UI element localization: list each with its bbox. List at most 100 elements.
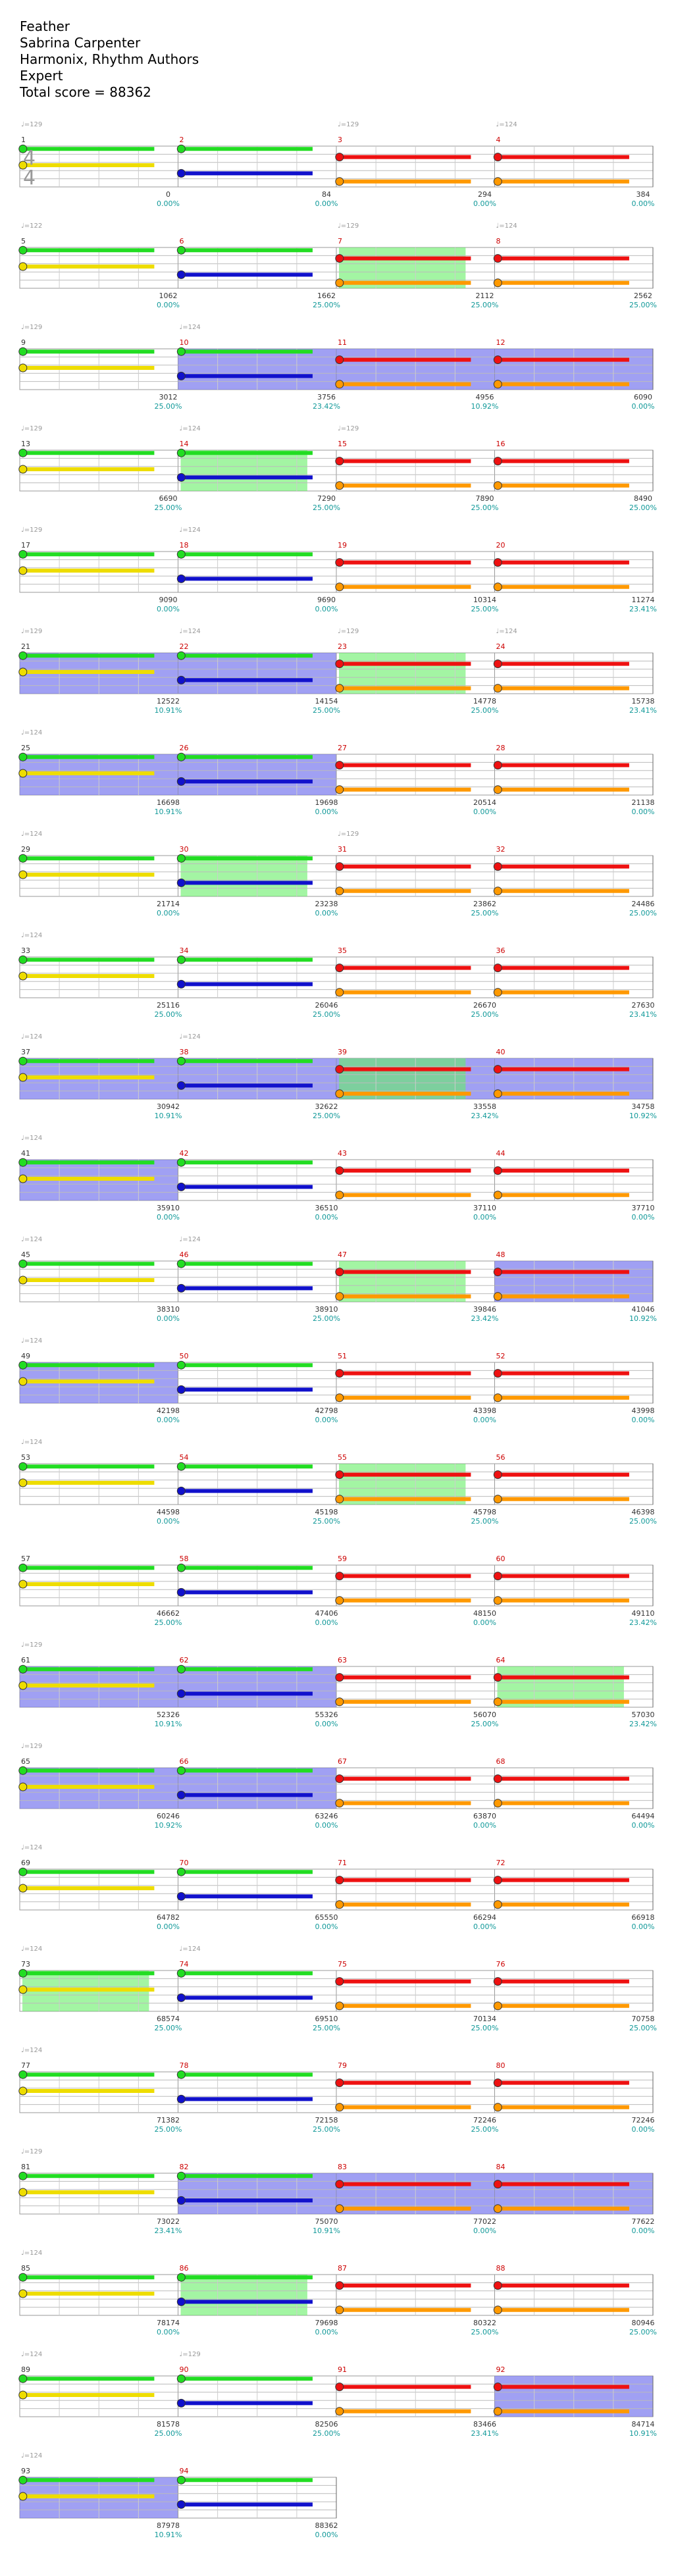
measure-number: 27 [338, 744, 347, 752]
measure-score: 32622 [315, 1102, 338, 1111]
note [335, 1774, 344, 1784]
note [335, 964, 344, 973]
note [18, 1782, 28, 1791]
note [335, 1495, 344, 1504]
note [335, 2103, 344, 2112]
note [493, 1166, 502, 1175]
tempo-marker: ♩=124 [21, 2250, 42, 2257]
measure-number: 43 [338, 1149, 347, 1158]
measure-score: 77622 [632, 2217, 655, 2226]
measure-score: 65550 [315, 1913, 338, 1922]
measure-number: 72 [496, 1859, 506, 1867]
measure-number: 90 [180, 2365, 189, 2374]
measure-score: 66918 [632, 1913, 655, 1922]
measure-percent: 0.00% [157, 1416, 180, 1424]
measure-percent: 25.00% [155, 503, 182, 512]
measure-number: 77 [21, 2061, 30, 2070]
measure-number: 64 [496, 1656, 506, 1664]
measure-score: 15738 [632, 697, 655, 706]
note [335, 2383, 344, 2392]
measure-percent: 0.00% [157, 1922, 180, 1931]
tempo-marker: ♩=129 [21, 121, 42, 128]
measure-score: 14154 [315, 697, 338, 706]
measure-score: 38910 [315, 1305, 338, 1314]
measure-score: 60246 [157, 1812, 180, 1820]
measure-percent: 0.00% [315, 1618, 338, 1627]
note [176, 2273, 186, 2282]
note [176, 1892, 186, 1901]
measure-percent: 0.00% [315, 1213, 338, 1222]
note [18, 1275, 28, 1285]
measure-percent: 0.00% [632, 2227, 655, 2235]
measure-percent: 23.42% [629, 1618, 657, 1627]
note [18, 245, 28, 255]
measure-number: 1 [21, 136, 26, 144]
note [493, 254, 502, 263]
measure-score: 1062 [159, 292, 178, 300]
tempo-marker: ♩=124 [21, 1033, 42, 1041]
measure-percent: 0.00% [157, 301, 180, 309]
measure-percent: 25.00% [471, 1517, 499, 1526]
note [493, 1292, 502, 1301]
measure-number: 74 [180, 1960, 189, 1969]
measure-percent: 25.00% [471, 605, 499, 613]
note [493, 457, 502, 466]
tempo-marker: ♩=129 [338, 628, 359, 635]
note [493, 1470, 502, 1480]
measure-number: 20 [496, 541, 506, 550]
tempo-marker: ♩=124 [180, 1236, 201, 1243]
note [335, 278, 344, 288]
measure-score: 27630 [632, 1001, 655, 1010]
measure-percent: 25.00% [629, 2328, 657, 2336]
measure-percent: 0.00% [315, 605, 338, 613]
note [493, 2103, 502, 2112]
note [335, 1166, 344, 1175]
measure-score: 79698 [315, 2319, 338, 2327]
measure-score: 6090 [634, 393, 652, 401]
note [176, 1867, 186, 1876]
tempo-marker: ♩=129 [21, 2148, 42, 2155]
note [18, 667, 28, 677]
note [335, 2407, 344, 2416]
time-signature-top: 4 [23, 147, 36, 170]
note [493, 355, 502, 365]
measure-number: 47 [338, 1250, 347, 1259]
measure-score: 84 [322, 190, 331, 199]
note [176, 1259, 186, 1268]
measure-number: 76 [496, 1960, 506, 1969]
measure-percent: 25.00% [471, 301, 499, 309]
measure-score: 384 [636, 190, 650, 199]
note [335, 1697, 344, 1707]
measure-score: 4956 [476, 393, 494, 401]
measure-percent: 0.00% [315, 909, 338, 917]
measure-number: 75 [338, 1960, 347, 1969]
measure-percent: 0.00% [157, 1213, 180, 1222]
measure-number: 40 [496, 1048, 506, 1056]
measure-number: 70 [180, 1859, 189, 1867]
note [18, 1766, 28, 1775]
measure-percent: 0.00% [157, 1314, 180, 1323]
note [335, 1977, 344, 1986]
note [493, 2204, 502, 2213]
measure-percent: 0.00% [473, 1618, 496, 1627]
measure-percent: 0.00% [632, 1416, 655, 1424]
measure-number: 45 [21, 1250, 30, 1259]
note [335, 1065, 344, 1074]
note [176, 2196, 186, 2205]
note [18, 1664, 28, 1674]
measure-number: 93 [21, 2467, 30, 2475]
note [335, 1191, 344, 1200]
measure-score: 78174 [157, 2319, 180, 2327]
note [18, 1884, 28, 1893]
note [493, 2281, 502, 2290]
measure-percent: 25.00% [471, 2024, 499, 2032]
tempo-marker: ♩=129 [180, 2351, 201, 2358]
note [493, 659, 502, 669]
measure-percent: 25.00% [313, 2125, 340, 2134]
note [18, 1360, 28, 1370]
tempo-marker: ♩=129 [338, 121, 359, 128]
measure-score: 37710 [632, 1204, 655, 1212]
note [18, 1158, 28, 1167]
measure-number: 50 [180, 1352, 189, 1360]
note [18, 752, 28, 761]
